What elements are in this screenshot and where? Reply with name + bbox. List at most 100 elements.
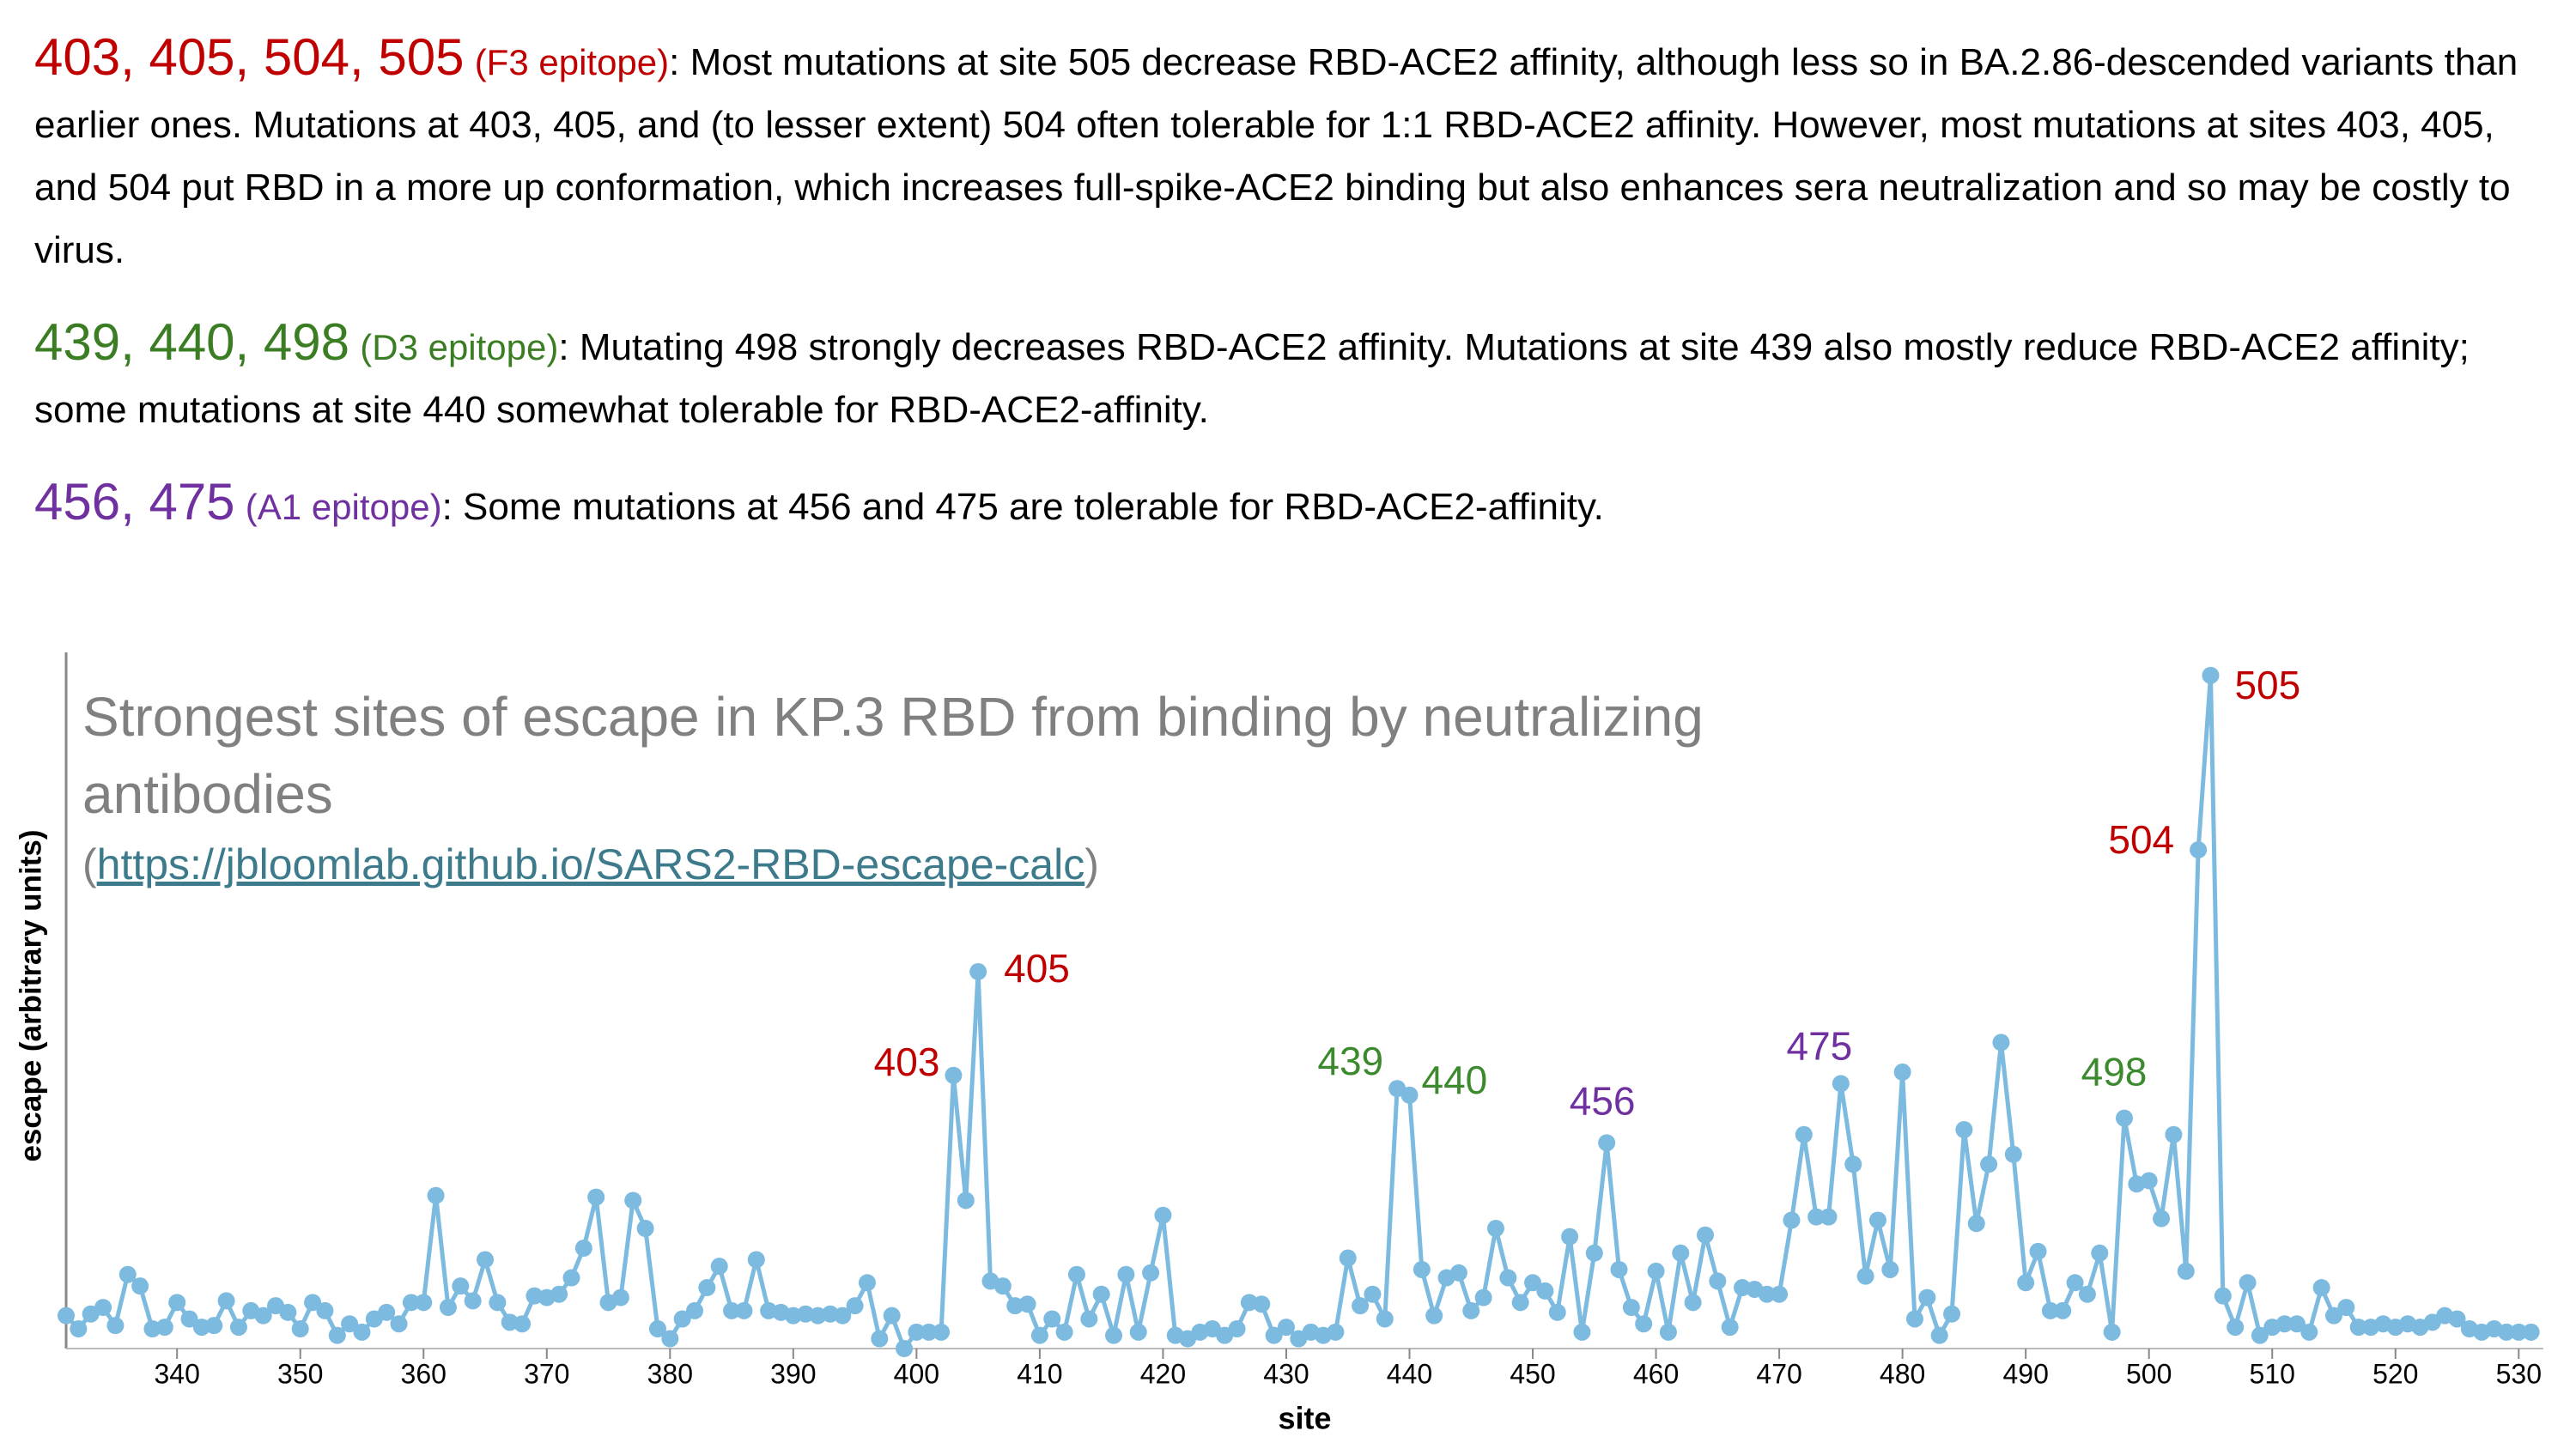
point <box>1092 1285 1110 1303</box>
point <box>205 1317 223 1335</box>
source-link[interactable]: https://jbloomlab.github.io/SARS2-RBD-es… <box>96 840 1085 888</box>
point <box>1622 1299 1640 1317</box>
point-annotation: 456 <box>1570 1078 1636 1123</box>
point <box>1030 1326 1048 1344</box>
point <box>1067 1265 1085 1283</box>
x-tick-label: 510 <box>2250 1358 2295 1389</box>
point <box>1413 1260 1431 1278</box>
point <box>1486 1220 1504 1238</box>
point <box>723 1301 741 1319</box>
point <box>390 1315 408 1333</box>
point <box>1499 1269 1517 1287</box>
x-tick-label: 520 <box>2372 1358 2418 1389</box>
point <box>945 1066 963 1084</box>
point <box>1868 1211 1886 1229</box>
point-annotation: 405 <box>1004 946 1070 991</box>
point <box>254 1307 272 1325</box>
point <box>378 1303 396 1321</box>
point <box>2251 1326 2269 1344</box>
point <box>1647 1262 1665 1280</box>
point <box>1253 1295 1271 1313</box>
point <box>1967 1215 1985 1233</box>
point <box>1055 1323 1073 1341</box>
point <box>1598 1134 1616 1152</box>
source-prefix: ( <box>82 840 97 888</box>
point <box>2190 841 2208 859</box>
point <box>2103 1323 2121 1341</box>
point <box>673 1310 691 1328</box>
point <box>1918 1288 1936 1307</box>
point <box>1709 1272 1727 1290</box>
point <box>353 1323 371 1341</box>
point <box>1449 1264 1467 1282</box>
point <box>2497 1323 2515 1341</box>
point <box>2275 1315 2293 1333</box>
point <box>168 1294 186 1312</box>
point <box>1684 1294 1702 1312</box>
point <box>2510 1323 2528 1341</box>
x-tick-label: 350 <box>277 1358 323 1389</box>
point <box>2004 1145 2022 1163</box>
point <box>1807 1208 1826 1226</box>
point <box>2041 1301 2059 1319</box>
point <box>698 1279 716 1297</box>
x-tick-label: 380 <box>647 1358 693 1389</box>
point <box>735 1301 753 1319</box>
point <box>291 1319 309 1337</box>
x-tick-label: 490 <box>2002 1358 2048 1389</box>
point-annotation: 475 <box>1786 1023 1852 1068</box>
x-tick-label: 470 <box>1756 1358 1801 1389</box>
point <box>1943 1305 1961 1323</box>
point <box>2153 1210 2171 1228</box>
note-sites: 439, 440, 498 <box>34 313 350 371</box>
point <box>2287 1315 2306 1333</box>
point <box>550 1285 568 1303</box>
point <box>477 1251 495 1269</box>
point <box>896 1340 914 1357</box>
point-annotation: 440 <box>1422 1058 1488 1102</box>
point <box>1905 1310 1923 1328</box>
point <box>871 1330 889 1348</box>
x-tick-label: 360 <box>401 1358 447 1389</box>
point-annotation: 504 <box>2108 817 2174 862</box>
point <box>1142 1264 1160 1282</box>
x-tick-label: 400 <box>894 1358 939 1389</box>
source-suffix: ) <box>1084 840 1099 888</box>
x-tick-label: 440 <box>1387 1358 1432 1389</box>
point <box>1721 1319 1739 1337</box>
notes: 403, 405, 504, 505 (F3 epitope): Most mu… <box>34 26 2524 567</box>
point <box>661 1330 679 1348</box>
x-tick-label: 450 <box>1510 1358 1555 1389</box>
point <box>1783 1211 1801 1229</box>
chart-title: Strongest sites of escape in KP.3 RBD fr… <box>82 686 1704 825</box>
point <box>464 1292 482 1310</box>
point <box>920 1323 938 1341</box>
note-text: : Some mutations at 456 and 475 are tole… <box>441 486 1604 528</box>
point <box>415 1294 433 1312</box>
point <box>180 1310 198 1328</box>
point <box>2324 1307 2342 1325</box>
point <box>624 1191 642 1210</box>
point-annotation: 439 <box>1317 1039 1383 1083</box>
point <box>933 1323 951 1341</box>
point <box>58 1307 75 1325</box>
note-epitope: (D3 epitope) <box>360 327 559 367</box>
point <box>1955 1121 1973 1139</box>
point <box>70 1319 88 1337</box>
point <box>908 1323 926 1341</box>
point <box>427 1186 445 1204</box>
point-annotation: 498 <box>2081 1050 2148 1094</box>
point <box>2214 1287 2232 1305</box>
point <box>1511 1294 1529 1312</box>
point <box>1758 1285 1776 1303</box>
point <box>1672 1244 1690 1262</box>
point <box>957 1191 975 1210</box>
x-axis-label: site <box>1278 1401 1331 1436</box>
point <box>279 1303 297 1321</box>
point <box>304 1294 322 1312</box>
point <box>2337 1299 2355 1317</box>
point <box>2054 1301 2072 1319</box>
point <box>1795 1125 1813 1143</box>
point <box>1820 1208 1838 1226</box>
